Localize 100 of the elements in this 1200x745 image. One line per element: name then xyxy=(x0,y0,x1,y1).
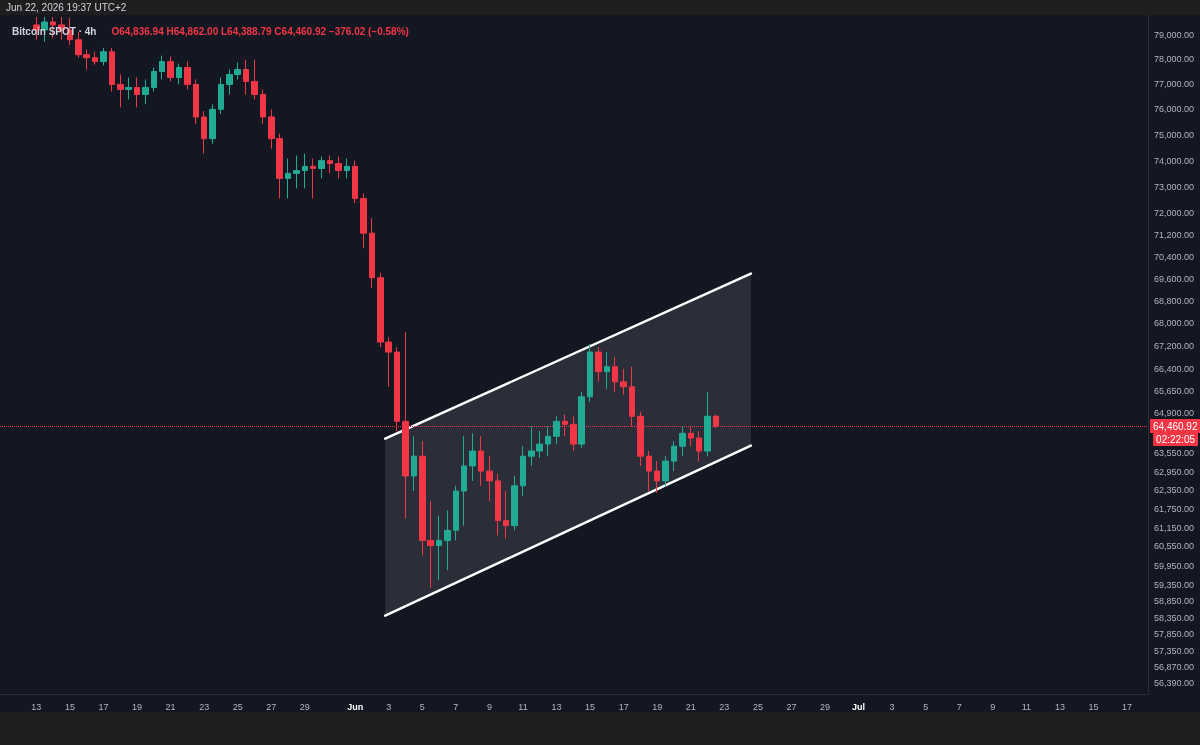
x-tick-label: 5 xyxy=(419,701,425,712)
candlestick xyxy=(511,475,518,531)
candlestick xyxy=(327,154,333,174)
y-tick-label: 62,950.00 xyxy=(1154,466,1195,477)
candlestick xyxy=(453,485,459,541)
candlestick xyxy=(142,78,149,105)
y-tick-label: 68,000.00 xyxy=(1154,318,1195,329)
y-tick-label: 74,000.00 xyxy=(1154,155,1195,166)
x-tick-label: 3 xyxy=(386,701,392,712)
candlestick xyxy=(352,160,358,204)
x-tick-label: 19 xyxy=(132,701,143,712)
candlestick xyxy=(486,455,493,502)
text: Jun 22, 2026 19:37 UTC+2 xyxy=(0,0,1200,15)
candlestick xyxy=(646,450,652,492)
x-tick-label: 25 xyxy=(752,701,763,712)
x-tick-label: 19 xyxy=(652,701,663,712)
candlestick xyxy=(151,67,157,92)
candlestick xyxy=(629,366,635,427)
x-tick-label: 13 xyxy=(551,701,562,712)
x-tick-label: 11 xyxy=(1021,701,1032,712)
candlestick xyxy=(469,432,476,482)
y-tick-label: 60,550.00 xyxy=(1154,541,1195,552)
y-tick-label: 75,000.00 xyxy=(1154,129,1195,140)
candlestick xyxy=(604,351,610,390)
x-tick-label: 27 xyxy=(786,701,797,712)
candlestick xyxy=(444,510,451,571)
candlestick xyxy=(310,158,316,199)
candlestick xyxy=(193,78,199,125)
x-tick-label: 9 xyxy=(990,701,996,712)
candlestick xyxy=(184,61,191,90)
candlestick xyxy=(503,490,509,540)
y-tick-label: 61,750.00 xyxy=(1154,503,1195,514)
y-tick-label: 57,350.00 xyxy=(1154,645,1195,656)
x-tick-label: 25 xyxy=(232,701,243,712)
candlestick xyxy=(587,343,593,403)
candlestick xyxy=(251,59,258,100)
y-tick-label: 63,550.00 xyxy=(1154,448,1195,459)
y-tick-label: 79,000.00 xyxy=(1154,29,1195,40)
candlestick xyxy=(167,56,174,82)
x-tick-label: 5 xyxy=(923,701,929,712)
y-tick-label: 59,950.00 xyxy=(1154,560,1195,571)
candlestick xyxy=(159,55,165,80)
x-tick-label: 23 xyxy=(199,701,210,712)
candlestick xyxy=(302,153,308,189)
x-tick-label: 17 xyxy=(98,701,109,712)
candlestick xyxy=(671,440,677,472)
candlestick xyxy=(117,73,124,108)
candlestick xyxy=(411,435,417,492)
x-tick-label: 17 xyxy=(618,701,629,712)
candlestick xyxy=(92,51,98,66)
x-tick-label: 29 xyxy=(819,701,830,712)
y-tick-label: 66,400.00 xyxy=(1154,364,1195,375)
candlestick xyxy=(520,445,526,497)
candlestick xyxy=(578,391,585,449)
x-tick-label: 27 xyxy=(266,701,277,712)
candlestick xyxy=(461,435,467,527)
y-tick-label: 56,870.00 xyxy=(1154,662,1195,673)
x-tick-label: 29 xyxy=(299,701,310,712)
candlestick xyxy=(369,217,375,289)
x-tick-label: 21 xyxy=(165,701,176,712)
candlestick xyxy=(654,460,660,494)
candlestick xyxy=(344,158,350,179)
candlestick xyxy=(704,391,711,457)
ref-line-label: 64,460.92 xyxy=(1153,420,1198,432)
candlestick xyxy=(125,76,132,100)
candlestick xyxy=(318,155,325,179)
candlestick xyxy=(109,47,115,92)
y-tick-label: 61,150.00 xyxy=(1154,522,1195,533)
x-tick-label: 17 xyxy=(1122,701,1133,712)
y-tick-label: 72,000.00 xyxy=(1154,208,1195,219)
candlestick xyxy=(478,435,484,487)
candlestick xyxy=(201,110,207,155)
x-tick-label: 7 xyxy=(453,701,459,712)
x-tick-label: Jun xyxy=(347,701,364,712)
y-tick-label: 78,000.00 xyxy=(1154,54,1195,65)
text: O64,836.94 H64,862.00 L64,388.79 C64,460.92 −376.02 (−0.58%) xyxy=(111,25,409,37)
candlestick xyxy=(620,368,627,396)
y-tick-label: 59,350.00 xyxy=(1154,579,1195,590)
x-tick-label: 11 xyxy=(518,701,528,712)
y-tick-label: 69,600.00 xyxy=(1154,273,1195,284)
y-tick-label: 57,850.00 xyxy=(1154,629,1195,640)
candlestick xyxy=(243,59,249,95)
candlestick xyxy=(335,155,342,179)
candlestick xyxy=(176,63,182,85)
y-tick-label: 65,650.00 xyxy=(1154,385,1195,396)
candlestick xyxy=(595,346,602,383)
x-tick-label: 15 xyxy=(585,701,596,712)
candlestick xyxy=(436,515,442,581)
y-tick-label: 64,900.00 xyxy=(1154,408,1195,419)
y-tick-label: 62,350.00 xyxy=(1154,485,1195,496)
candlestick xyxy=(495,473,501,536)
candlestick xyxy=(134,76,140,108)
candlestick xyxy=(553,415,560,445)
candlestick xyxy=(100,47,107,67)
candlestick xyxy=(696,430,702,462)
y-tick-label: 73,000.00 xyxy=(1154,181,1195,192)
x-tick-label: 13 xyxy=(1054,701,1065,712)
candlestick xyxy=(679,425,686,457)
candlestick xyxy=(209,103,216,145)
y-tick-label: 76,000.00 xyxy=(1154,104,1195,115)
